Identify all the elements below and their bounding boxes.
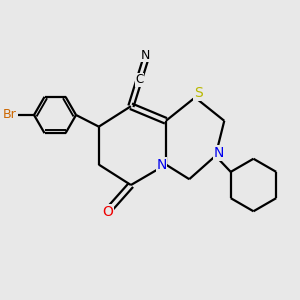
Text: N: N xyxy=(141,49,150,62)
Text: S: S xyxy=(194,86,202,100)
Text: N: N xyxy=(156,158,167,172)
Text: N: N xyxy=(213,146,224,160)
Text: C: C xyxy=(136,74,144,86)
Text: Br: Br xyxy=(3,109,17,122)
Text: O: O xyxy=(102,205,113,219)
